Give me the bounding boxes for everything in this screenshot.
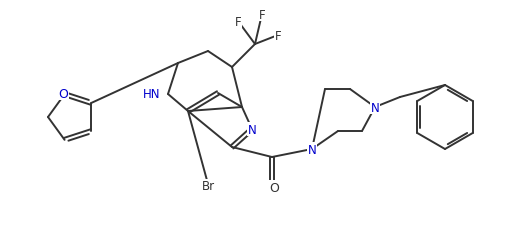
Text: N: N xyxy=(308,143,316,156)
Text: O: O xyxy=(58,87,69,100)
Text: HN: HN xyxy=(143,87,160,100)
Text: F: F xyxy=(275,29,281,42)
Text: F: F xyxy=(259,8,265,21)
Text: N: N xyxy=(371,101,379,114)
Text: N: N xyxy=(247,123,257,136)
Text: F: F xyxy=(235,15,241,28)
Text: Br: Br xyxy=(202,180,214,193)
Text: O: O xyxy=(269,181,279,194)
